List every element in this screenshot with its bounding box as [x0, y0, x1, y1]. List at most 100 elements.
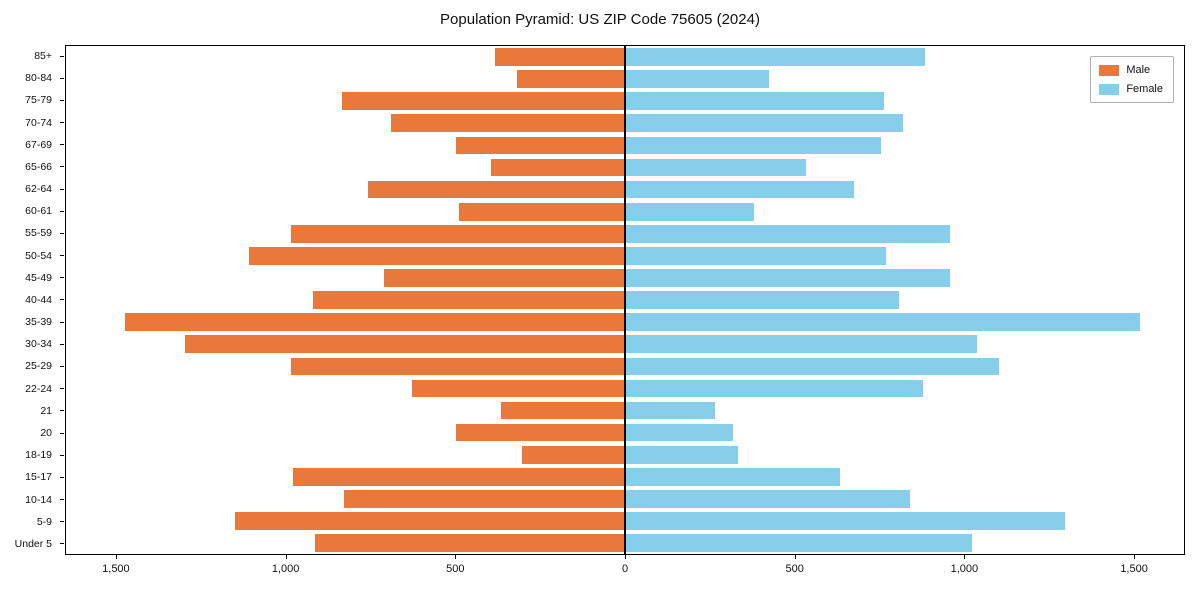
y-tick-mark	[60, 432, 64, 434]
male-color-swatch	[1099, 64, 1120, 76]
x-tick-label: 500	[446, 563, 465, 575]
y-tick-mark	[60, 277, 64, 279]
pyramid-row	[66, 488, 1184, 510]
pyramid-row	[66, 46, 1184, 68]
bar-male	[291, 357, 625, 376]
y-tick-label: 60-61	[0, 200, 64, 222]
y-tick-mark	[60, 365, 64, 367]
y-tick-mark	[60, 543, 64, 545]
y-tick-label: 62-64	[0, 178, 64, 200]
y-tick-mark	[60, 476, 64, 478]
y-tick-mark	[60, 55, 64, 57]
pyramid-row	[66, 68, 1184, 90]
y-tick-label: Under 5	[0, 533, 64, 555]
pyramid-row	[66, 400, 1184, 422]
y-tick-label: 21	[0, 400, 64, 422]
y-tick-label: 50-54	[0, 245, 64, 267]
bar-male	[494, 48, 625, 66]
pyramid-row	[66, 510, 1184, 532]
y-tick-label: 65-66	[0, 156, 64, 178]
bar-male	[491, 158, 625, 177]
y-tick-mark	[60, 521, 64, 523]
pyramid-row	[66, 90, 1184, 112]
bar-female	[625, 247, 886, 265]
y-tick-label: 67-69	[0, 134, 64, 156]
bar-male	[248, 247, 625, 265]
bar-female	[625, 534, 973, 552]
legend: Male Female	[1090, 56, 1174, 103]
bar-male	[459, 202, 625, 221]
y-tick-label: 40-44	[0, 289, 64, 311]
bar-female	[625, 335, 978, 354]
y-tick-label: 45-49	[0, 267, 64, 289]
y-tick-mark	[60, 122, 64, 124]
y-axis-labels: 85+ 80-84 75-79 70-74 67-69 65-66 62-64 60-61 55…	[0, 45, 64, 555]
bar-male	[313, 291, 625, 309]
bar-female	[625, 291, 900, 309]
bar-female	[625, 445, 739, 464]
bar-male	[293, 467, 625, 486]
bar-male	[384, 269, 625, 287]
x-tick-label: 1,000	[950, 563, 979, 575]
y-tick-label: 35-39	[0, 311, 64, 333]
bar-female	[625, 202, 754, 221]
x-tick-mark	[794, 555, 796, 559]
y-tick-label: 80-84	[0, 67, 64, 89]
bar-male	[342, 92, 625, 111]
bar-female	[625, 379, 924, 398]
bar-male	[516, 70, 625, 88]
bar-male	[455, 423, 625, 442]
y-tick-mark	[60, 343, 64, 345]
bar-male	[411, 379, 625, 398]
y-tick-mark	[60, 410, 64, 412]
y-tick-mark	[60, 255, 64, 257]
x-tick-mark	[285, 555, 287, 559]
pyramid-row	[66, 267, 1184, 289]
bar-male	[343, 490, 625, 508]
legend-item-male: Male	[1099, 64, 1163, 76]
y-tick-mark	[60, 321, 64, 323]
bar-female	[625, 269, 951, 287]
pyramid-row	[66, 311, 1184, 333]
y-tick-mark	[60, 210, 64, 212]
x-tick-label: 1,500	[102, 563, 130, 575]
x-tick-mark	[964, 555, 966, 559]
bar-female	[625, 70, 769, 88]
bar-female	[625, 48, 925, 66]
bar-male	[455, 136, 625, 155]
bar-male	[501, 401, 625, 420]
y-tick-label: 22-24	[0, 378, 64, 400]
y-tick-label: 20	[0, 422, 64, 444]
bar-male	[315, 534, 625, 552]
pyramid-row	[66, 201, 1184, 223]
x-tick-label: 500	[785, 563, 804, 575]
x-tick-mark	[625, 555, 626, 559]
bar-male	[291, 224, 625, 243]
y-tick-label: 18-19	[0, 444, 64, 466]
legend-item-female: Female	[1099, 83, 1163, 95]
y-tick-mark	[60, 499, 64, 501]
pyramid-row	[66, 355, 1184, 377]
bar-female	[625, 92, 885, 111]
zero-axis-line	[624, 46, 626, 554]
bar-female	[625, 490, 910, 508]
bar-male	[125, 313, 625, 332]
x-axis-ticks: 1,500 1,000 500 0 500 1,000 1,500	[65, 555, 1185, 585]
bar-female	[625, 180, 854, 199]
pyramid-row	[66, 156, 1184, 178]
y-tick-label: 25-29	[0, 355, 64, 377]
legend-label-male: Male	[1126, 64, 1151, 76]
bar-female	[625, 136, 881, 155]
bar-female	[625, 401, 715, 420]
y-tick-mark	[60, 166, 64, 168]
bar-female	[625, 423, 734, 442]
pyramid-row	[66, 444, 1184, 466]
pyramid-row	[66, 377, 1184, 399]
y-tick-label: 75-79	[0, 89, 64, 111]
bar-female	[625, 313, 1140, 332]
y-tick-label: 70-74	[0, 112, 64, 134]
y-tick-label: 15-17	[0, 466, 64, 488]
female-color-swatch	[1099, 83, 1120, 95]
y-tick-label: 10-14	[0, 488, 64, 510]
